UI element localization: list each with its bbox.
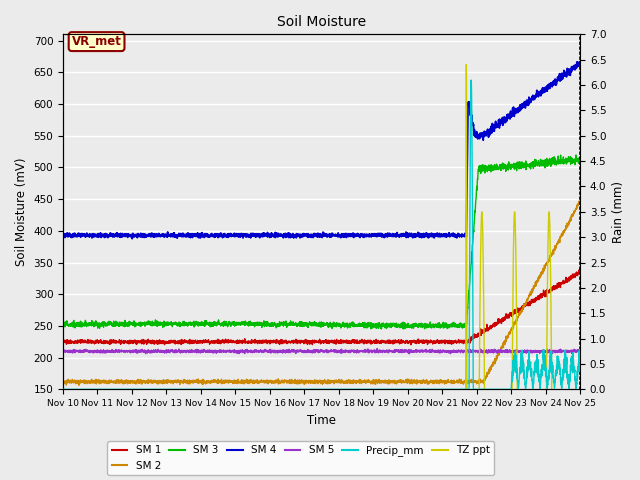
Y-axis label: Rain (mm): Rain (mm) (612, 181, 625, 243)
Y-axis label: Soil Moisture (mV): Soil Moisture (mV) (15, 157, 28, 266)
Title: Soil Moisture: Soil Moisture (277, 15, 366, 29)
Legend: SM 1, SM 2, SM 3, SM 4, SM 5, Precip_mm, TZ ppt: SM 1, SM 2, SM 3, SM 4, SM 5, Precip_mm,… (108, 441, 494, 475)
Text: VR_met: VR_met (72, 35, 122, 48)
X-axis label: Time: Time (307, 414, 336, 427)
